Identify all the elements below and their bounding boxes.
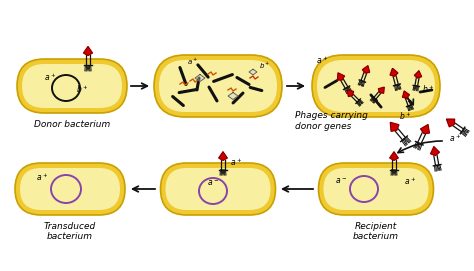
FancyBboxPatch shape xyxy=(22,64,122,108)
FancyBboxPatch shape xyxy=(17,59,127,113)
Polygon shape xyxy=(414,71,421,78)
Text: $b^+$: $b^+$ xyxy=(259,61,271,71)
Text: $b^+$: $b^+$ xyxy=(422,83,434,95)
Polygon shape xyxy=(337,73,345,80)
FancyBboxPatch shape xyxy=(159,60,277,112)
Text: $a^+$: $a^+$ xyxy=(44,71,56,83)
FancyBboxPatch shape xyxy=(319,163,434,215)
Polygon shape xyxy=(249,69,257,75)
Text: $a^+$: $a^+$ xyxy=(230,156,242,168)
Polygon shape xyxy=(430,147,439,156)
Polygon shape xyxy=(228,92,238,99)
Polygon shape xyxy=(195,75,205,82)
Polygon shape xyxy=(363,66,370,73)
Text: $a^+$: $a^+$ xyxy=(316,54,328,66)
Polygon shape xyxy=(378,87,384,93)
FancyBboxPatch shape xyxy=(15,163,125,215)
FancyBboxPatch shape xyxy=(323,168,428,210)
Text: Donor bacterium: Donor bacterium xyxy=(34,120,110,129)
Text: $b^+$: $b^+$ xyxy=(399,110,411,122)
FancyBboxPatch shape xyxy=(165,168,271,210)
Text: Recipient
bacterium: Recipient bacterium xyxy=(353,222,399,241)
FancyBboxPatch shape xyxy=(161,163,275,215)
Text: $a^+$: $a^+$ xyxy=(404,175,416,187)
Polygon shape xyxy=(402,91,410,98)
Text: $a^-$: $a^-$ xyxy=(335,176,347,186)
FancyBboxPatch shape xyxy=(317,60,435,112)
Polygon shape xyxy=(219,152,227,160)
Polygon shape xyxy=(390,122,399,131)
Polygon shape xyxy=(390,68,398,76)
Text: $b^+$: $b^+$ xyxy=(76,83,88,95)
Polygon shape xyxy=(420,125,429,133)
Text: Phages carrying
donor genes: Phages carrying donor genes xyxy=(295,111,368,131)
Polygon shape xyxy=(83,47,92,56)
Text: $a^+$: $a^+$ xyxy=(187,57,199,67)
Text: $a^+$: $a^+$ xyxy=(449,132,461,144)
FancyBboxPatch shape xyxy=(154,55,282,117)
Polygon shape xyxy=(390,152,398,160)
Polygon shape xyxy=(347,90,354,96)
Text: $a^+$: $a^+$ xyxy=(36,171,48,183)
FancyBboxPatch shape xyxy=(312,55,440,117)
Text: Transduced
bacterium: Transduced bacterium xyxy=(44,222,96,241)
Polygon shape xyxy=(447,119,455,127)
Text: $a^-$: $a^-$ xyxy=(207,178,219,188)
FancyBboxPatch shape xyxy=(20,168,120,210)
